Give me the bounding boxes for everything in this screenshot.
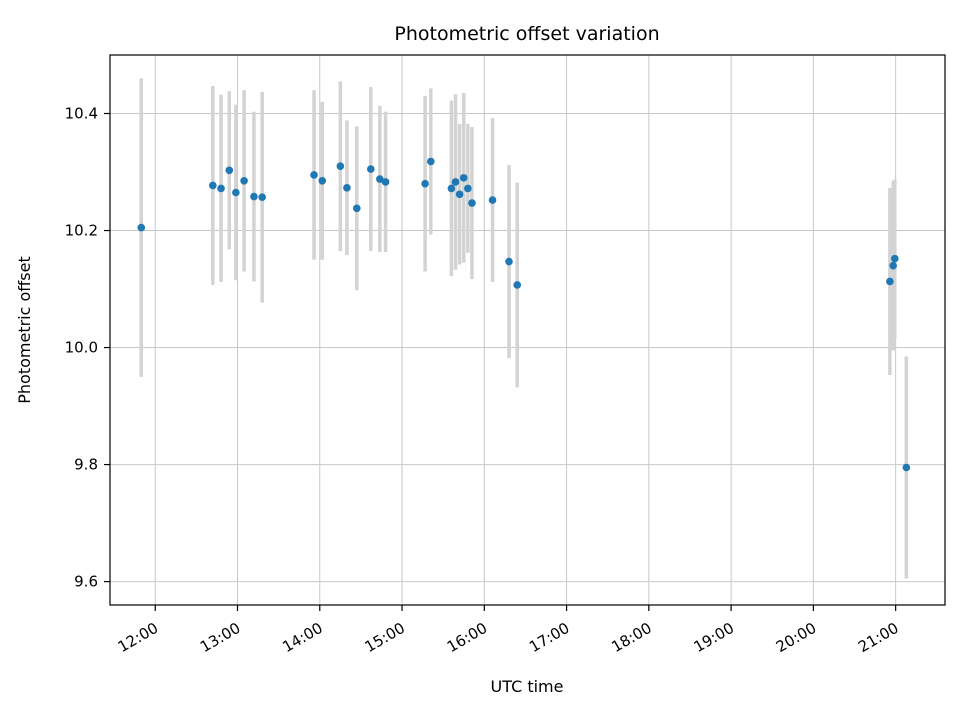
data-point (232, 188, 240, 197)
data-point (318, 176, 327, 185)
y-tick-label: 10.4 (65, 105, 98, 123)
data-point (343, 184, 351, 192)
y-tick-label: 9.6 (74, 573, 98, 591)
x-tick-label: 16:00 (444, 619, 490, 656)
x-tick-label: 19:00 (691, 619, 737, 656)
data-point (468, 199, 476, 207)
data-point (513, 281, 522, 289)
x-tick-label: 17:00 (526, 619, 572, 656)
x-tick-label: 20:00 (773, 619, 819, 656)
data-point (240, 176, 248, 185)
data-point (366, 165, 375, 173)
data-point (886, 277, 894, 286)
data-point (225, 166, 234, 175)
data-point (889, 261, 897, 270)
data-point (902, 463, 911, 472)
data-point (891, 254, 899, 263)
plot-dynamic-layer: 12:00 13:00 14:00 15:00 16:00 17:00 18:00 19:00… (65, 55, 945, 656)
data-point (464, 184, 472, 193)
data-point (455, 190, 464, 199)
data-point (250, 192, 258, 201)
data-point (336, 162, 345, 170)
x-tick-label: 21:00 (855, 619, 901, 656)
x-tick-label: 15:00 (362, 619, 408, 656)
data-point (217, 184, 225, 193)
data-point (459, 174, 468, 182)
data-point (310, 171, 318, 179)
x-axis-label: UTC time (491, 677, 564, 696)
y-axis-label: Photometric offset (15, 256, 34, 404)
chart-title: Photometric offset variation (394, 23, 659, 45)
data-point (209, 181, 217, 190)
data-point (451, 178, 460, 186)
x-tick-label: 14:00 (279, 619, 325, 656)
data-point (137, 223, 146, 232)
x-tick-label: 13:00 (197, 619, 243, 656)
data-point (505, 257, 513, 266)
x-tick-label: 12:00 (115, 619, 161, 656)
plot-border (109, 54, 946, 606)
data-point (376, 175, 384, 183)
data-point (352, 204, 361, 213)
data-point (427, 157, 435, 166)
data-point (258, 193, 266, 201)
data-point (488, 196, 497, 204)
y-tick-label: 10.0 (65, 339, 98, 357)
data-point (421, 179, 429, 188)
y-tick-label: 9.8 (74, 456, 98, 474)
y-tick-label: 10.2 (65, 222, 98, 240)
data-point (447, 184, 456, 193)
data-point (381, 178, 390, 186)
x-tick-label: 18:00 (608, 619, 654, 656)
